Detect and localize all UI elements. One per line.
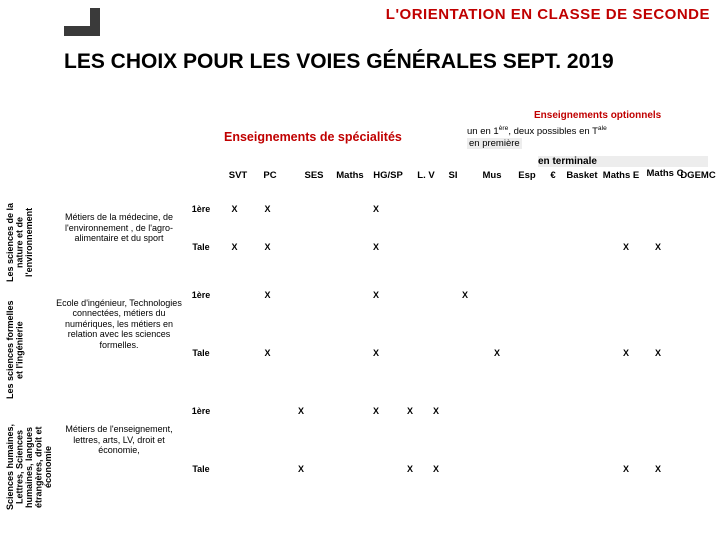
table-row: 1ère X X X	[184, 266, 714, 324]
page-title: LES CHOIX POUR LES VOIES GÉNÉRALES SEPT.…	[64, 50, 664, 74]
optional-terminale: en terminale	[538, 156, 708, 167]
level-label: 1ère	[192, 290, 211, 300]
table-row: 1ère X X X X	[184, 382, 714, 440]
row-desc: Ecole d'ingénieur, Technologies connecté…	[54, 266, 184, 382]
cell: X	[284, 464, 318, 474]
level-label: Tale	[192, 348, 209, 358]
logo-mark	[64, 8, 110, 38]
note-sup2: ale	[598, 125, 607, 132]
cell: X	[251, 290, 284, 300]
col-pc: PC	[256, 170, 284, 181]
header-title: L'ORIENTATION EN CLASSE DE SECONDE	[386, 6, 710, 23]
cell: X	[638, 348, 678, 358]
cell: X	[482, 348, 512, 358]
col-mus: Mus	[478, 170, 506, 181]
col-dgemc: DGEMC	[676, 170, 720, 181]
col-maths-e: Maths E	[600, 170, 642, 181]
col-ses: SES	[298, 170, 330, 181]
cell: X	[251, 204, 284, 214]
cell: X	[218, 204, 251, 214]
subhead-specialites: Enseignements de spécialités	[224, 130, 402, 144]
col-svt: SVT	[224, 170, 252, 181]
cell: X	[424, 406, 448, 416]
cell: X	[356, 290, 396, 300]
cell: X	[638, 242, 678, 252]
table-row: Tale X X X X X	[184, 440, 714, 498]
level-label: 1ère	[192, 406, 211, 416]
note-sup1: ère	[499, 125, 509, 132]
vcat-sciences-formelles: Les sciences formelles et l'ingénierie	[6, 298, 50, 402]
cell: X	[424, 464, 448, 474]
col-maths: Maths	[331, 170, 369, 181]
row-desc: Métiers de l'enseignement, lettres, arts…	[54, 382, 184, 498]
table-row: 1ère X X X	[184, 190, 714, 228]
col-basket: Basket	[562, 170, 602, 181]
cell: X	[218, 242, 251, 252]
cell: X	[356, 242, 396, 252]
col-euro: €	[546, 170, 560, 181]
cell: X	[448, 290, 482, 300]
cell: X	[251, 242, 284, 252]
cell: X	[614, 348, 638, 358]
level-label: 1ère	[192, 204, 211, 214]
col-hgsp: HG/SP	[369, 170, 407, 181]
cell: X	[638, 464, 678, 474]
cell: X	[396, 464, 424, 474]
row-desc: Métiers de la médecine, de l'environneme…	[54, 190, 184, 266]
note-part-a: un en 1	[467, 126, 499, 137]
col-lv: L. V	[412, 170, 440, 181]
optional-note: un en 1ère, deux possibles en Tale en pr…	[467, 125, 707, 150]
table-row: Tale X X X X X	[184, 324, 714, 382]
cell: X	[396, 406, 424, 416]
cell: X	[284, 406, 318, 416]
note-part-b: , deux possibles en T	[508, 126, 598, 137]
cell: X	[251, 348, 284, 358]
col-esp: Esp	[514, 170, 540, 181]
col-si: SI	[442, 170, 464, 181]
cell: X	[356, 348, 396, 358]
level-label: Tale	[192, 464, 209, 474]
vcat-sciences-nature: Les sciences de la nature et de l'enviro…	[6, 195, 50, 289]
cell: X	[614, 464, 638, 474]
cell: X	[356, 204, 396, 214]
rowgroup-2: Ecole d'ingénieur, Technologies connecté…	[54, 266, 714, 382]
vcat-sciences-humaines: Sciences humaines, Lettres, Sciences hum…	[6, 408, 50, 526]
table-body: Métiers de la médecine, de l'environneme…	[54, 190, 714, 498]
table-row: Tale X X X X X	[184, 228, 714, 266]
cell: X	[614, 242, 638, 252]
subhead-optional: Enseignements optionnels	[534, 110, 661, 121]
cell: X	[356, 406, 396, 416]
header: L'ORIENTATION EN CLASSE DE SECONDE	[0, 0, 720, 34]
rowgroup-1: Métiers de la médecine, de l'environneme…	[54, 190, 714, 266]
level-label: Tale	[192, 242, 209, 252]
rowgroup-3: Métiers de l'enseignement, lettres, arts…	[54, 382, 714, 498]
note-line2: en première	[467, 138, 522, 149]
column-headers: SVT PC SES Maths HG/SP L. V SI Mus Esp €…	[220, 170, 710, 190]
